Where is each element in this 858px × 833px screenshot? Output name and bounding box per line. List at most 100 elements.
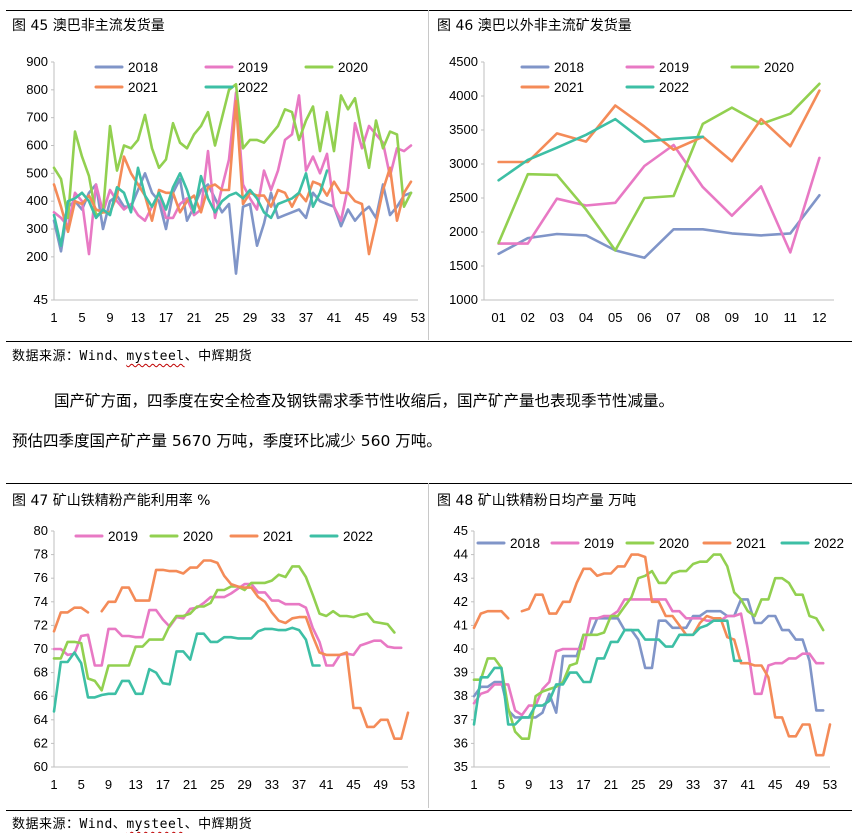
fig45-x-tick-label: 37 <box>299 310 313 325</box>
fig46-x-tick-label: 01 <box>491 310 505 325</box>
fig46-y-tick-label: 4000 <box>449 88 478 103</box>
fig45-y-tick-label: 800 <box>26 82 48 97</box>
top-divider <box>428 10 429 340</box>
fig46-y-tick-label: 2500 <box>449 190 478 205</box>
fig46-x-tick-label: 08 <box>696 310 710 325</box>
fig48-x-tick-label: 29 <box>658 777 672 792</box>
fig45-title: 图 45 澳巴非主流发货量 <box>12 18 165 34</box>
bottom-source-rule <box>6 810 852 811</box>
fig45-y-tick-label: 900 <box>26 54 48 69</box>
fig46-y-tick-label: 2000 <box>449 224 478 239</box>
fig48-y-tick-label: 37 <box>454 712 468 727</box>
top-source-rule <box>6 341 852 342</box>
fig47-y-tick-label: 72 <box>34 617 48 632</box>
fig48-x-tick-label: 33 <box>686 777 700 792</box>
fig45-legend-label-2022: 2022 <box>238 80 268 95</box>
fig48-legend-label-2018: 2018 <box>510 536 540 551</box>
fig46-title: 图 46 澳巴以外非主流矿发货量 <box>437 18 632 34</box>
fig48-x-tick-label: 17 <box>576 777 590 792</box>
fig48-x-tick-label: 53 <box>823 777 837 792</box>
paragraph-line-1: 国产矿方面，四季度在安全检查及钢铁需求季节性收缩后，国产矿产量也表现季节性减量。 <box>54 392 675 410</box>
bottom-source-note: 数据来源：Wind、mysteel、中辉期货 <box>12 817 253 832</box>
fig45-y-tick-label: 700 <box>26 110 48 125</box>
fig47-x-tick-label: 9 <box>105 777 112 792</box>
fig47-x-tick-label: 25 <box>210 777 224 792</box>
fig46-legend-label-2018: 2018 <box>554 60 584 75</box>
fig45-legend-label-2020: 2020 <box>338 60 368 75</box>
fig46-x-tick-label: 07 <box>666 310 680 325</box>
fig46-x-tick-label: 02 <box>521 310 535 325</box>
fig47-y-tick-label: 62 <box>34 735 48 750</box>
fig48-series-2021-line <box>472 609 510 630</box>
fig46-x-tick-label: 10 <box>754 310 768 325</box>
fig47-legend-label-2019: 2019 <box>108 529 138 544</box>
fig46-y-tick-label: 4500 <box>449 54 478 69</box>
fig48-series-2018-line <box>472 598 825 719</box>
fig45-y-tick-label: 600 <box>26 138 48 153</box>
fig47-x-tick-label: 17 <box>156 777 170 792</box>
fig47-x-tick-label: 41 <box>319 777 333 792</box>
fig47-y-tick-label: 60 <box>34 759 48 774</box>
fig48-x-tick-label: 9 <box>525 777 532 792</box>
fig48-y-tick-label: 42 <box>454 594 468 609</box>
fig47-x-tick-label: 49 <box>374 777 388 792</box>
fig47-legend-label-2021: 2021 <box>263 529 293 544</box>
fig46-series-2020-line <box>497 82 821 252</box>
fig45-y-tick-label: 45 <box>34 292 48 307</box>
fig48-x-tick-label: 13 <box>549 777 563 792</box>
fig48-x-tick-label: 5 <box>498 777 505 792</box>
fig48-y-tick-label: 44 <box>454 547 468 562</box>
fig45-x-tick-label: 33 <box>271 310 285 325</box>
fig45-x-tick-label: 5 <box>78 310 85 325</box>
bottom-divider <box>428 483 429 808</box>
fig45-legend-label-2021: 2021 <box>128 80 158 95</box>
fig45-x-tick-label: 17 <box>159 310 173 325</box>
fig46-chart: 1000 1500 2000 2500 3000 3500 4000 4500 01 02 03 04… <box>449 54 834 325</box>
fig47-y-tick-label: 74 <box>34 594 48 609</box>
fig48-y-tick-label: 35 <box>454 759 468 774</box>
fig47-x-tick-label: 37 <box>292 777 306 792</box>
fig48-chart: 35 36 37 38 39 40 41 42 43 44 45 1 5 9 13 17 21 25 29 33 37 4… <box>454 523 845 792</box>
fig46-y-tick-label: 1500 <box>449 258 478 273</box>
fig45-x-tick-label: 9 <box>106 310 113 325</box>
fig47-x-tick-label: 1 <box>50 777 57 792</box>
fig46-x-tick-label: 03 <box>550 310 564 325</box>
fig47-chart: 60 62 64 66 68 70 72 74 76 78 80 1 5 9 13 17 21 25 29 33 37 4… <box>34 523 416 792</box>
fig45-y-tick-label: 500 <box>26 165 48 180</box>
fig48-y-tick-label: 45 <box>454 523 468 538</box>
fig47-series-2022-line <box>52 626 321 713</box>
fig47-x-tick-label: 45 <box>346 777 360 792</box>
fig47-y-tick-label: 64 <box>34 712 48 727</box>
fig45-y-tick-label: 400 <box>26 193 48 208</box>
fig48-legend-label-2022: 2022 <box>814 536 844 551</box>
fig46-series-2022-line <box>497 117 705 182</box>
fig47-x-tick-label: 21 <box>183 777 197 792</box>
fig47-y-tick-label: 70 <box>34 641 48 656</box>
fig46-series-2019-line <box>497 143 821 254</box>
top-source-note: 数据来源：Wind、mysteel、中辉期货 <box>12 349 253 364</box>
fig47-series-2021-line <box>100 559 410 740</box>
fig48-y-tick-label: 38 <box>454 688 468 703</box>
fig46-x-tick-label: 12 <box>812 310 826 325</box>
fig46-x-tick-label: 11 <box>784 310 798 325</box>
fig45-series-2019-line <box>52 91 413 256</box>
fig45-x-tick-label: 21 <box>187 310 201 325</box>
fig48-legend-label-2020: 2020 <box>659 536 689 551</box>
fig47-series-2019-line <box>52 582 403 667</box>
fig47-x-tick-label: 13 <box>128 777 142 792</box>
fig48-x-tick-label: 49 <box>795 777 809 792</box>
fig46-y-tick-label: 1000 <box>449 292 478 307</box>
fig45-x-tick-label: 13 <box>131 310 145 325</box>
fig48-x-tick-label: 41 <box>741 777 755 792</box>
fig45-y-tick-label: 300 <box>26 221 48 236</box>
fig47-x-tick-label: 5 <box>78 777 85 792</box>
fig45-x-tick-label: 45 <box>355 310 369 325</box>
fig47-x-tick-label: 29 <box>237 777 251 792</box>
fig46-x-tick-label: 09 <box>725 310 739 325</box>
fig47-legend-label-2020: 2020 <box>183 529 213 544</box>
fig46-legend-label-2020: 2020 <box>764 60 794 75</box>
fig47-y-tick-label: 78 <box>34 547 48 562</box>
fig45-x-tick-label: 41 <box>327 310 341 325</box>
fig46-legend-label-2021: 2021 <box>554 80 584 95</box>
fig46-x-tick-label: 04 <box>579 310 593 325</box>
